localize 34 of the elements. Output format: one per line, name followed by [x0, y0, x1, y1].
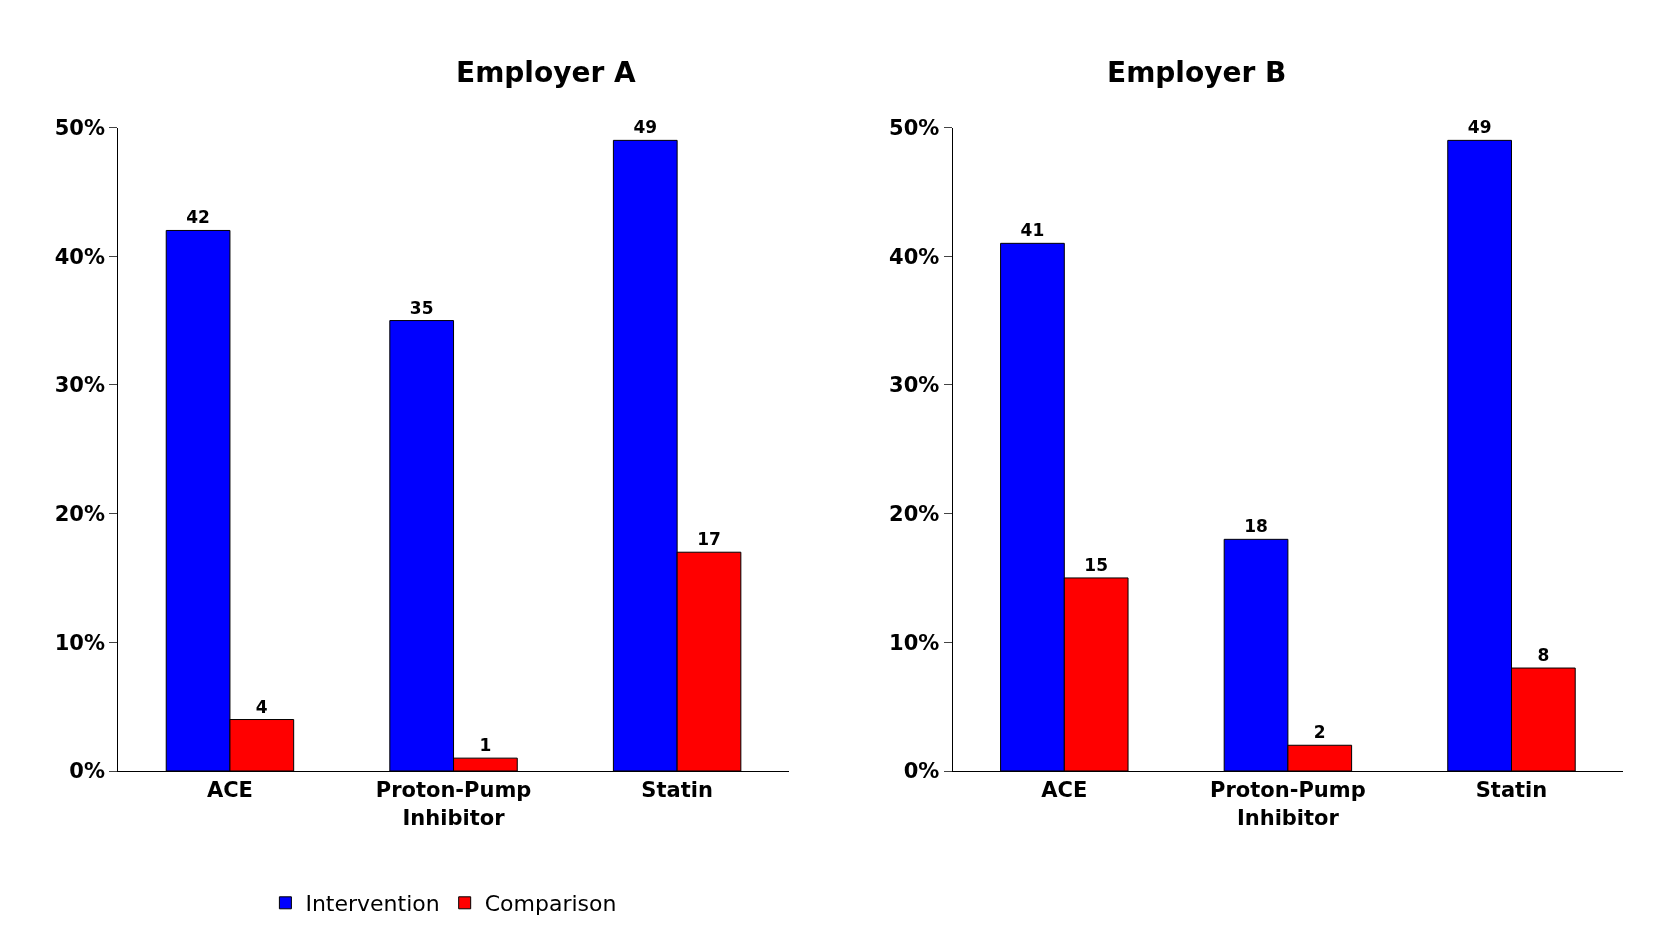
- legend-label: Comparison: [484, 891, 617, 917]
- y-tick-label: 0%: [69, 759, 105, 784]
- y-tick-label: 50%: [889, 115, 940, 140]
- data-label: 49: [1467, 117, 1492, 138]
- chart-title: Employer B: [1107, 56, 1287, 89]
- chart-title: Employer A: [456, 56, 636, 89]
- data-label: 17: [697, 529, 721, 550]
- data-label: 1: [479, 735, 492, 756]
- y-tick-label: 30%: [54, 373, 105, 398]
- y-tick-label: 10%: [889, 630, 940, 655]
- x-tick-label: Statin: [1475, 778, 1548, 803]
- y-tick-label: 40%: [54, 244, 105, 269]
- x-tick-label: ACE: [206, 778, 253, 803]
- data-label: 4: [255, 696, 268, 717]
- y-tick-label: 20%: [54, 501, 105, 526]
- y-tick-label: 50%: [54, 115, 105, 140]
- data-label: 8: [1537, 645, 1550, 666]
- y-tick-label: 30%: [889, 373, 940, 398]
- data-label: 18: [1244, 516, 1268, 537]
- x-tick-label: Proton-Pump Inhibitor: [1210, 778, 1366, 830]
- y-tick-label: 0%: [903, 759, 940, 784]
- legend-label: Intervention: [305, 891, 440, 917]
- y-tick-label: 20%: [889, 501, 940, 526]
- x-tick-label: Statin: [641, 778, 713, 803]
- data-label: 42: [186, 207, 210, 228]
- y-tick-label: 10%: [54, 630, 105, 655]
- data-label: 2: [1313, 722, 1326, 743]
- data-label: 15: [1084, 554, 1109, 575]
- data-label: 35: [409, 297, 434, 318]
- y-tick-label: 40%: [889, 244, 940, 269]
- data-label: 49: [633, 117, 658, 138]
- data-label: 41: [1020, 220, 1045, 241]
- x-tick-label: ACE: [1041, 778, 1088, 803]
- x-tick-label: Proton-Pump Inhibitor: [375, 778, 532, 830]
